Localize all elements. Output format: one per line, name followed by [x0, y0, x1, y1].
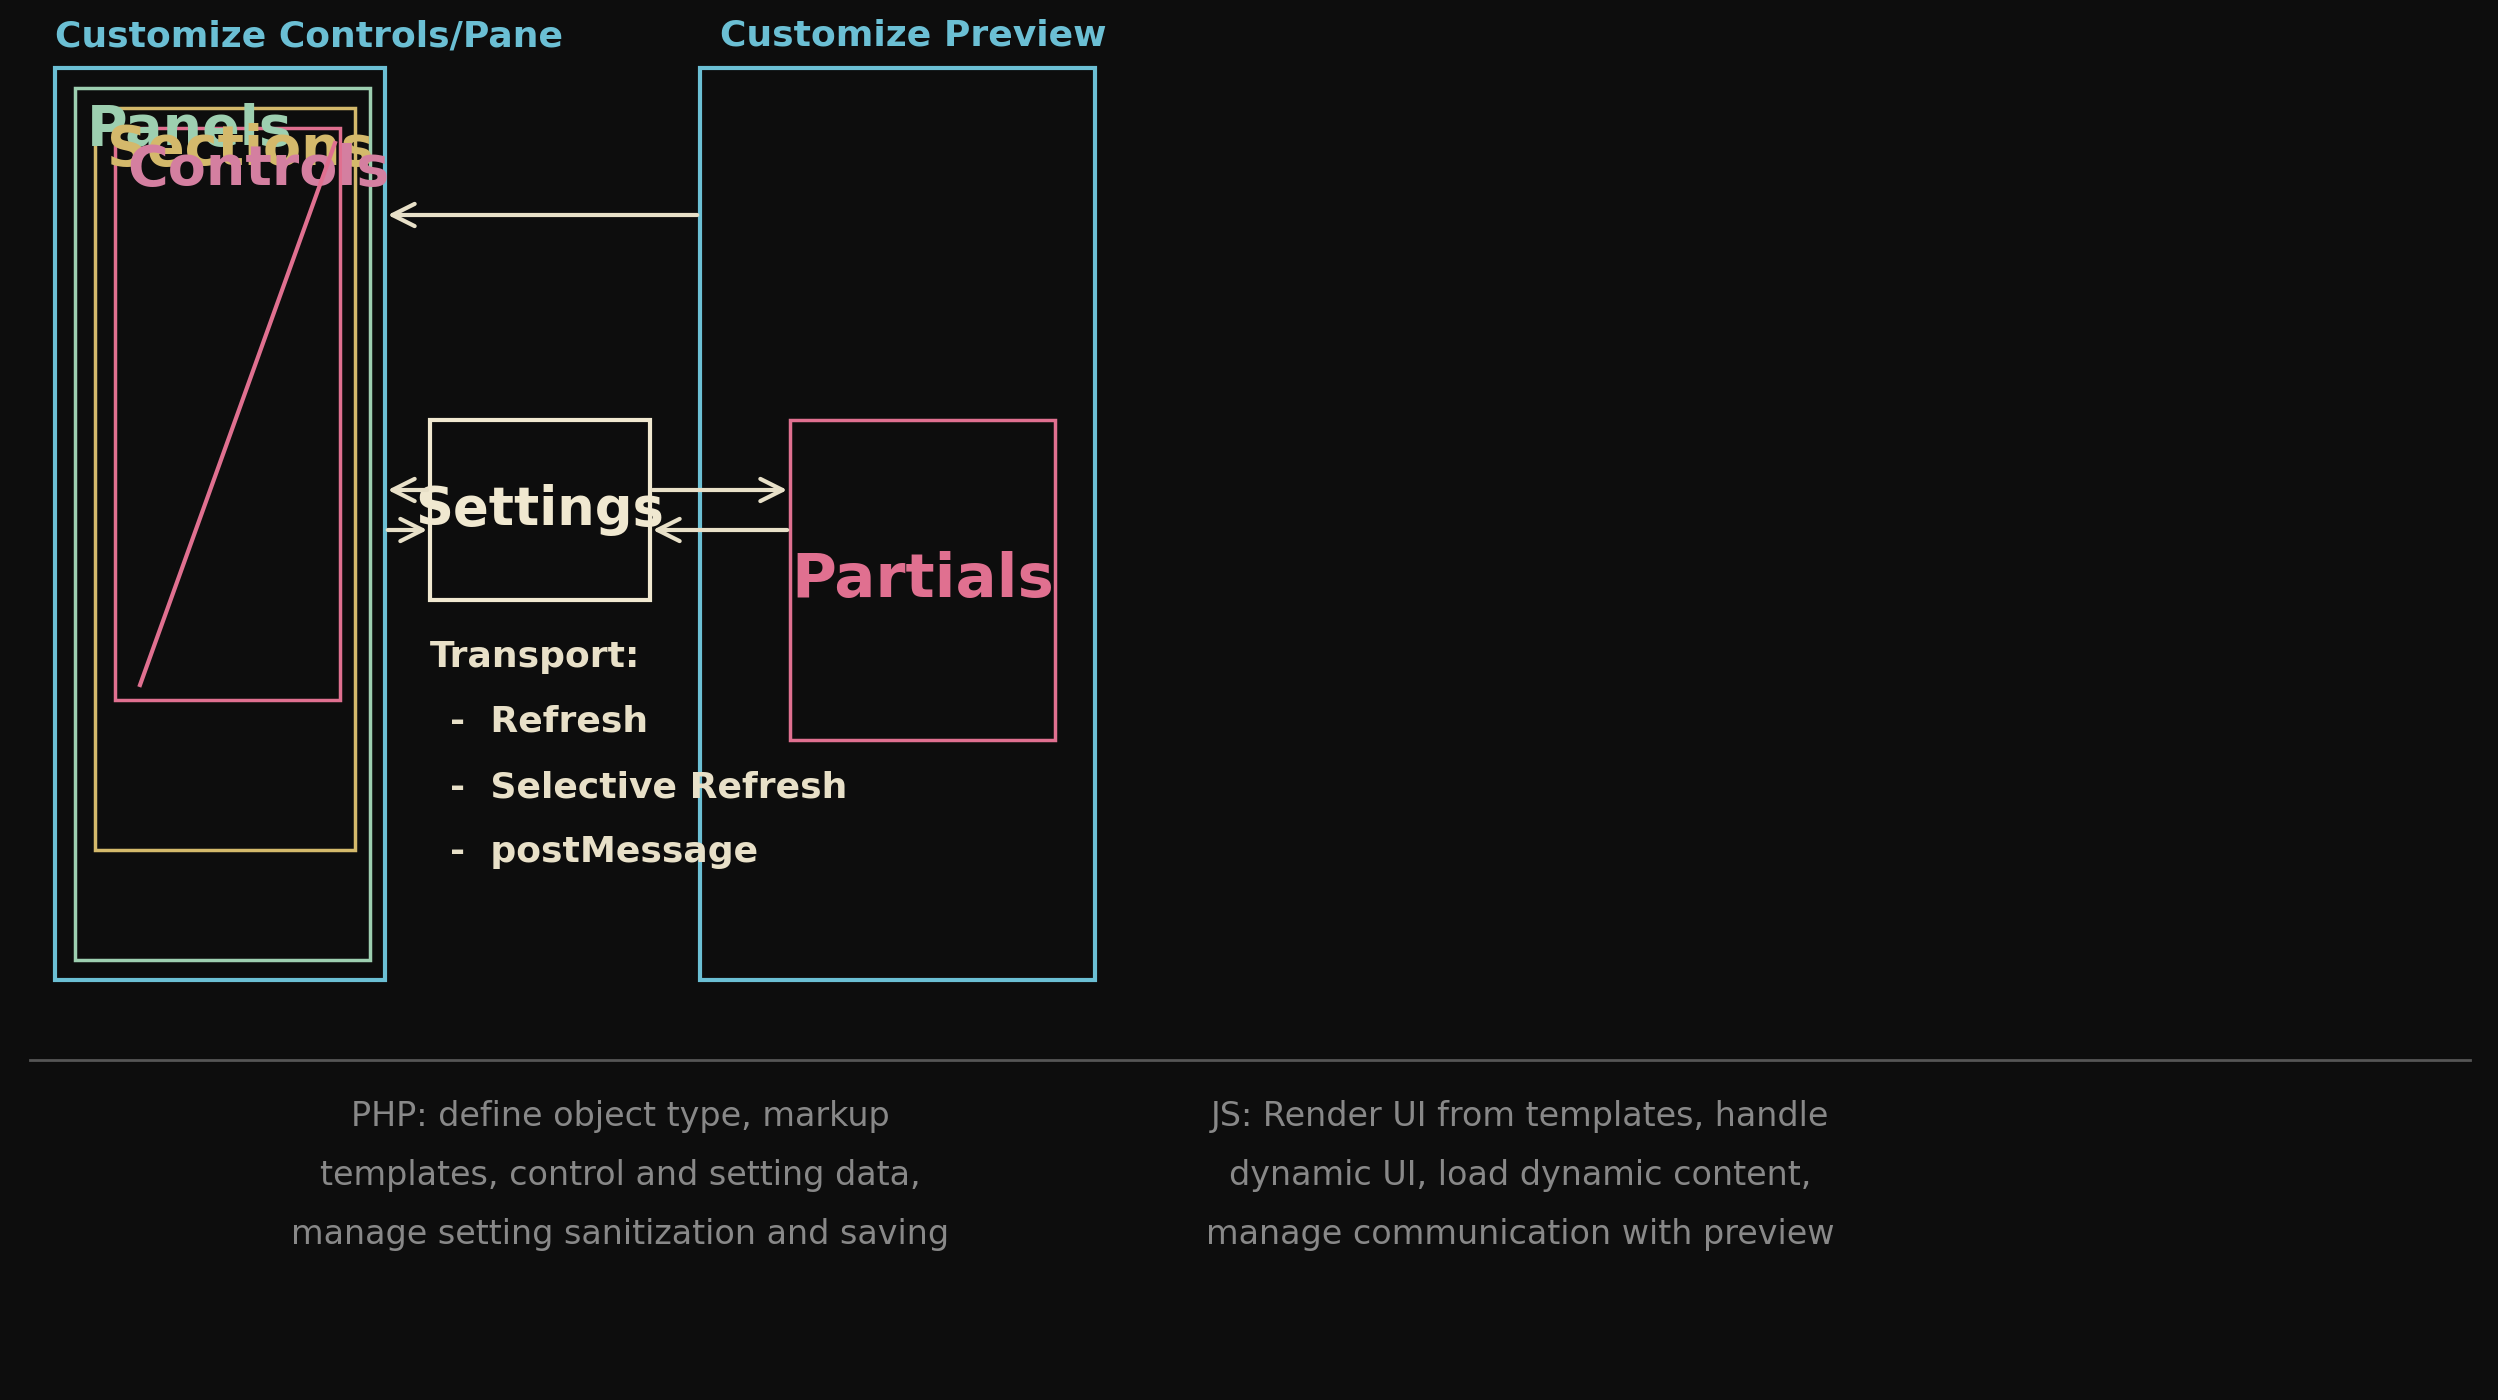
Bar	[115, 127, 340, 700]
Text: Controls: Controls	[127, 143, 390, 197]
Text: JS: Render UI from templates, handle
dynamic UI, load dynamic content,
manage co: JS: Render UI from templates, handle dyn…	[1207, 1100, 1834, 1252]
Text: Settings: Settings	[415, 484, 664, 536]
Text: -  postMessage: - postMessage	[450, 834, 757, 869]
Text: Sections: Sections	[107, 123, 375, 176]
Text: Partials: Partials	[792, 550, 1054, 609]
Bar	[75, 88, 370, 960]
Text: -  Refresh: - Refresh	[450, 706, 647, 739]
Bar	[699, 69, 1094, 980]
Text: Customize Preview: Customize Preview	[719, 20, 1107, 53]
Text: PHP: define object type, markup
templates, control and setting data,
manage sett: PHP: define object type, markup template…	[290, 1100, 949, 1252]
Bar	[95, 108, 355, 850]
Bar	[430, 420, 649, 601]
Bar	[55, 69, 385, 980]
Bar	[789, 420, 1054, 741]
Text: Customize Controls/Pane: Customize Controls/Pane	[55, 20, 562, 53]
Text: Transport:: Transport:	[430, 640, 639, 673]
Text: -  Selective Refresh: - Selective Refresh	[450, 770, 847, 804]
Text: Panels: Panels	[87, 104, 292, 157]
